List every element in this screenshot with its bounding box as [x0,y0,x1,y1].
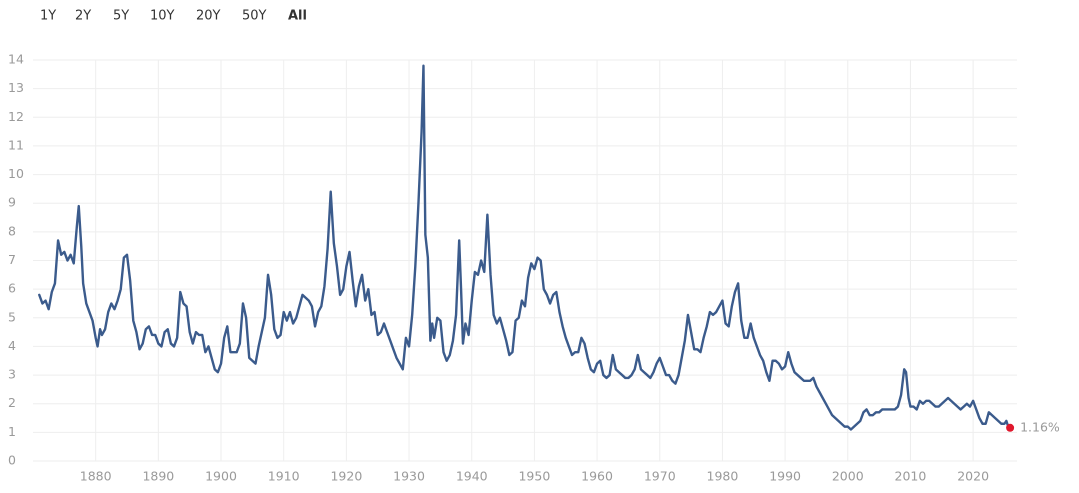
line-series [38,64,1012,431]
end-label: 1.16% [1020,419,1060,434]
x-tick-label: 2020 [957,469,989,484]
y-tick-label: 11 [8,137,24,152]
range-button[interactable]: 2Y [75,9,91,24]
x-tick-label: 1880 [80,469,112,484]
range-button[interactable]: 10Y [150,9,175,24]
x-tick-label: 1920 [330,469,362,484]
y-tick-label: 1 [8,424,16,439]
range-button[interactable]: All [288,9,307,24]
range-button[interactable]: 50Y [242,9,267,24]
x-tick-label: 1890 [142,469,174,484]
x-tick-label: 1900 [205,469,237,484]
y-tick-label: 5 [8,309,16,324]
y-tick-label: 12 [8,109,24,124]
x-tick-label: 1980 [707,469,739,484]
y-tick-label: 2 [8,395,16,410]
y-tick-label: 7 [8,252,16,267]
x-tick-label: 1990 [769,469,801,484]
x-tick-label: 1940 [456,469,488,484]
x-tick-label: 2000 [832,469,864,484]
x-tick-label: 1960 [581,469,613,484]
y-tick-label: 4 [8,338,16,353]
end-point [1006,423,1015,432]
x-tick-label: 1950 [518,469,550,484]
range-button[interactable]: 1Y [40,9,56,24]
y-tick-label: 10 [8,166,24,181]
y-tick-label: 0 [8,453,16,468]
x-tick-label: 2010 [895,469,927,484]
x-tick-label: 1970 [644,469,676,484]
y-tick-label: 14 [8,52,24,67]
y-tick-label: 6 [8,281,16,296]
x-tick-label: 1930 [393,469,425,484]
y-tick-label: 9 [8,195,16,210]
y-tick-label: 13 [8,80,24,95]
y-tick-label: 3 [8,367,16,382]
range-button[interactable]: 20Y [196,9,221,24]
range-button[interactable]: 5Y [113,9,129,24]
y-tick-label: 8 [8,223,16,238]
x-tick-label: 1910 [268,469,300,484]
